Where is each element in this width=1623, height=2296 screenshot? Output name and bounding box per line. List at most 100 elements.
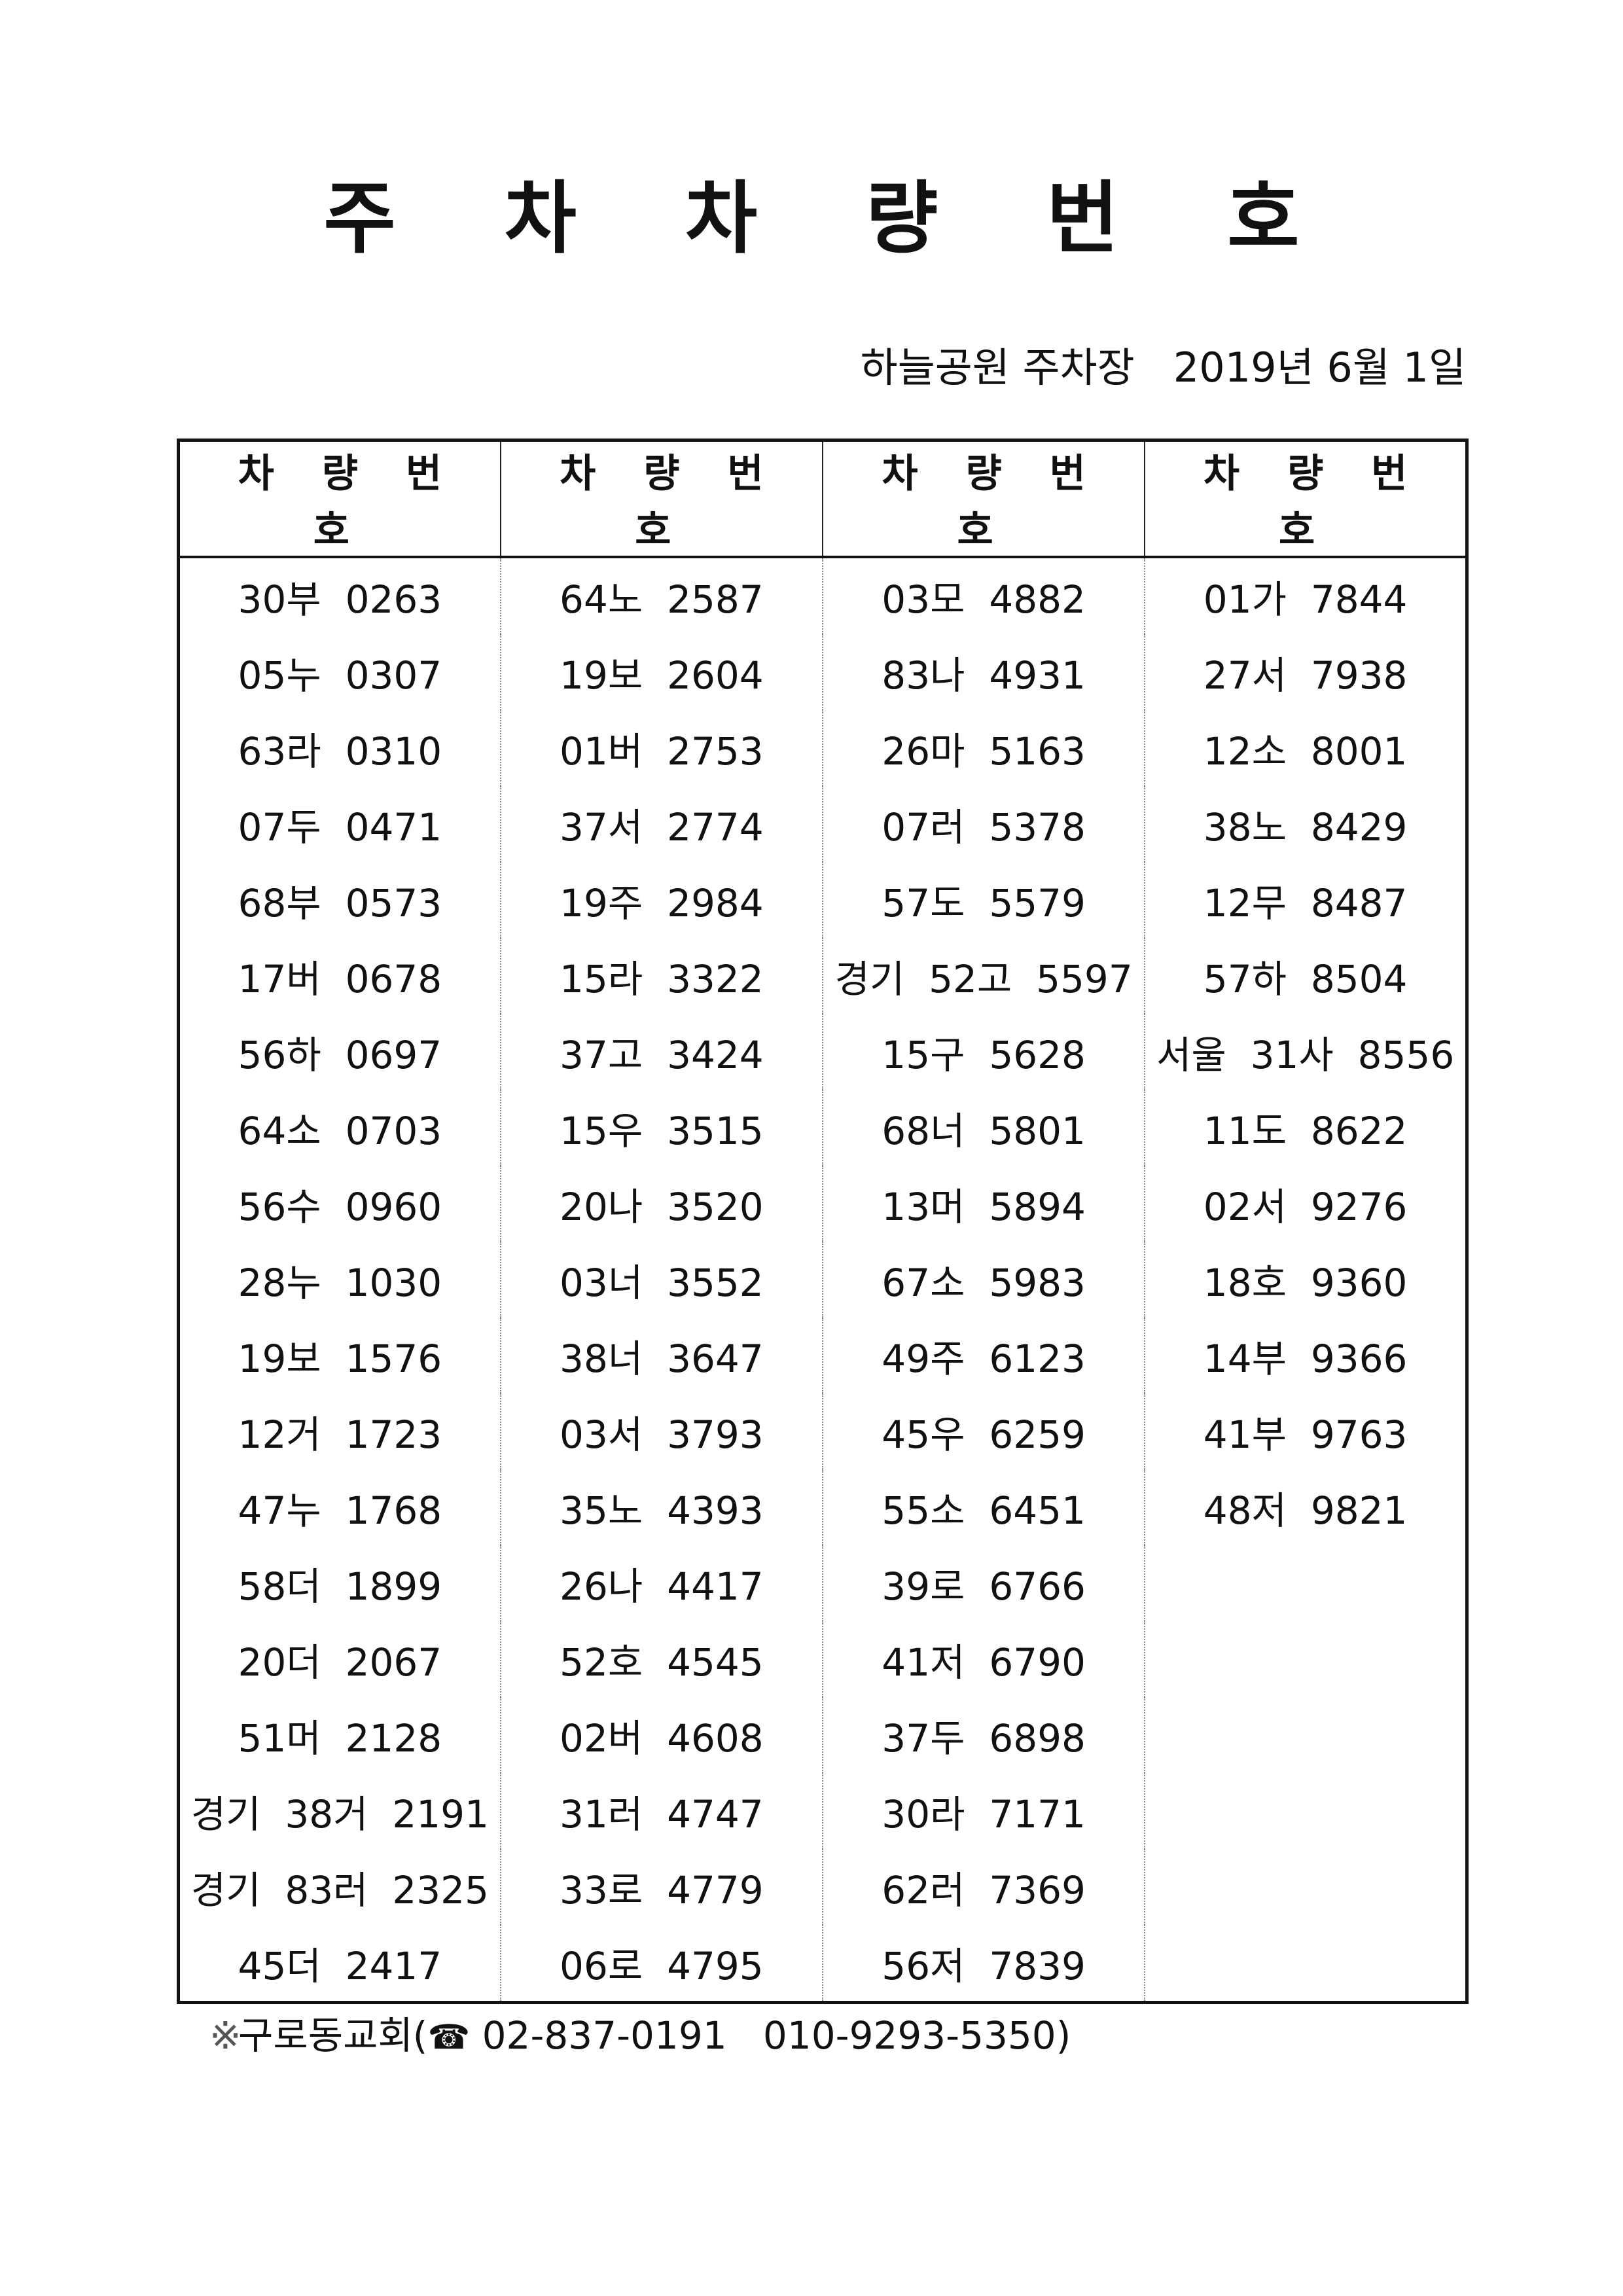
- plate-number-cell: 20더 2067: [178, 1621, 501, 1697]
- plate-number-cell: 68부 0573: [178, 862, 501, 938]
- plate-number-cell: 11도 8622: [1203, 1109, 1408, 1153]
- plate-number-cell: 경기 38거 2191: [178, 1773, 501, 1849]
- page-title: 주 차 차 량 번 호: [323, 173, 1340, 264]
- plate-number-cell: 26마 5163: [823, 710, 1146, 786]
- plate-number-cell: [1145, 1925, 1467, 2003]
- table-row: 19보 1576 38너 3647 49주 6123 14부 9366: [178, 1318, 1467, 1393]
- plate-number-cell: 07러 5378: [823, 786, 1146, 862]
- plate-number-cell: 28누 1030: [178, 1242, 501, 1318]
- plate-number-cell: 56하 0697: [178, 1014, 501, 1090]
- plate-number-cell: 64소 0703: [178, 1090, 501, 1166]
- plate-number-cell: 경기 52고 5597: [823, 938, 1146, 1014]
- telephone-icon: ☎: [427, 2018, 471, 2057]
- table-row: 47누 1768 35노 4393 55소 6451 48저 9821: [178, 1469, 1467, 1545]
- plate-number-cell: 19보 1576: [178, 1318, 501, 1393]
- plate-number-cell: 01가 7844: [1203, 577, 1408, 622]
- table-row: 58더 1899 26나 4417 39로 6766: [178, 1545, 1467, 1621]
- table-body: 30부 0263 64노 2587 03모 4882 01가 7844 05누 0307…: [178, 557, 1467, 2003]
- plate-number-cell: 56수 0960: [178, 1166, 501, 1242]
- plate-number-cell: 51머 2128: [178, 1697, 501, 1773]
- plate-number-cell: 03서 3793: [500, 1393, 824, 1469]
- plate-number-cell: 12무 8487: [1203, 881, 1408, 925]
- plate-number-cell: 13머 5894: [823, 1166, 1146, 1242]
- plate-number-cell: 18호 9360: [1203, 1261, 1408, 1305]
- plate-number-cell: 12거 1723: [178, 1393, 501, 1469]
- column-header: 차 량 번 호: [500, 440, 824, 558]
- plate-number-cell: 06로 4795: [500, 1925, 824, 2003]
- plate-number-cell: 38노 8429: [1203, 805, 1408, 850]
- plate-number-cell: 서울 31사 8556: [1156, 1033, 1455, 1077]
- table-row: 63라 0310 01버 2753 26마 5163 12소 8001: [178, 710, 1467, 786]
- plate-number-cell: 52호 4545: [500, 1621, 824, 1697]
- table-row: 경기 38거 2191 31러 4747 30라 7171: [178, 1773, 1467, 1849]
- plate-number-cell: 68너 5801: [823, 1090, 1146, 1166]
- table-row: 28누 1030 03너 3552 67소 5983 18호 9360: [178, 1242, 1467, 1318]
- plate-number-cell: 27서 7938: [1203, 653, 1408, 698]
- plate-number-cell: 12소 8001: [1203, 729, 1408, 774]
- plate-number-cell: 37고 3424: [500, 1014, 824, 1090]
- plate-number-cell: 15우 3515: [500, 1090, 824, 1166]
- plate-number-cell: 20나 3520: [500, 1166, 824, 1242]
- plate-number-cell: 56저 7839: [823, 1925, 1146, 2003]
- plate-number-cell: 14부 9366: [1203, 1336, 1408, 1381]
- plate-number-cell: [1145, 1697, 1467, 1773]
- plate-number-cell: 38너 3647: [500, 1318, 824, 1393]
- plate-number-cell: 41부 9763: [1203, 1412, 1408, 1457]
- contact-footer: ※구로동교회(☎ 02-837-0191 010-9293-5350): [209, 2003, 1071, 2070]
- mobile-number: 010-9293-5350): [726, 2013, 1071, 2058]
- plate-number-cell: 39로 6766: [823, 1545, 1146, 1621]
- plate-number-cell: 33로 4779: [500, 1849, 824, 1925]
- table-row: 56하 0697 37고 3424 15구 5628 서울 31사 8556: [178, 1014, 1467, 1090]
- table-row: 56수 0960 20나 3520 13머 5894 02서 9276: [178, 1166, 1467, 1242]
- plate-number-cell: [1145, 1621, 1467, 1697]
- plate-number-cell: 41저 6790: [823, 1621, 1146, 1697]
- plate-number-cell: 57하 8504: [1203, 957, 1408, 1001]
- plate-number-cell: [1145, 1773, 1467, 1849]
- table-row: 12거 1723 03서 3793 45우 6259 41부 9763: [178, 1393, 1467, 1469]
- church-name: 구로동교회(: [238, 2013, 428, 2058]
- reference-mark-icon: ※: [209, 2013, 241, 2058]
- column-header: 차 량 번 호: [1145, 440, 1467, 558]
- plate-number-cell: 47누 1768: [178, 1469, 501, 1545]
- plate-number-cell: 31러 4747: [500, 1773, 824, 1849]
- plate-number-cell: 02버 4608: [500, 1697, 824, 1773]
- table-row: 05누 0307 19보 2604 83나 4931 27서 7938: [178, 634, 1467, 710]
- plate-number-cell: 49주 6123: [823, 1318, 1146, 1393]
- plate-number-cell: 57도 5579: [823, 862, 1146, 938]
- plate-table: 차 량 번 호 차 량 번 호 차 량 번 호 차 량 번 호 30부 0263…: [177, 439, 1469, 2004]
- plate-number-cell: [1145, 1545, 1467, 1621]
- plate-number-cell: 경기 83러 2325: [178, 1849, 501, 1925]
- table-row: 68부 0573 19주 2984 57도 5579 12무 8487: [178, 862, 1467, 938]
- plate-number-cell: 01버 2753: [500, 710, 824, 786]
- table-row: 20더 2067 52호 4545 41저 6790: [178, 1621, 1467, 1697]
- plate-number-cell: 83나 4931: [823, 634, 1146, 710]
- plate-number-cell: 37서 2774: [500, 786, 824, 862]
- plate-number-cell: 07두 0471: [178, 786, 501, 862]
- column-header: 차 량 번 호: [823, 440, 1146, 558]
- plate-number-cell: 26나 4417: [500, 1545, 824, 1621]
- plate-number-cell: 55소 6451: [823, 1469, 1146, 1545]
- column-header: 차 량 번 호: [178, 440, 501, 558]
- plate-number-cell: 30라 7171: [823, 1773, 1146, 1849]
- phone-number: 02-837-0191: [470, 2013, 727, 2058]
- plate-number-cell: 19주 2984: [500, 862, 824, 938]
- plate-number-cell: 02서 9276: [1203, 1185, 1408, 1229]
- table-row: 45더 2417 06로 4795 56저 7839: [178, 1925, 1467, 2003]
- plate-number-cell: 05누 0307: [178, 634, 501, 710]
- table-row: 경기 83러 2325 33로 4779 62러 7369: [178, 1849, 1467, 1925]
- plate-number-cell: 63라 0310: [178, 710, 501, 786]
- location-date: 하늘공원 주차장 2019년 6월 1일: [860, 344, 1466, 391]
- plate-number-cell: 30부 0263: [178, 557, 501, 634]
- plate-number-cell: 03너 3552: [500, 1242, 824, 1318]
- table-row: 51머 2128 02버 4608 37두 6898: [178, 1697, 1467, 1773]
- table-row: 07두 0471 37서 2774 07러 5378 38노 8429: [178, 786, 1467, 862]
- plate-number-cell: 15구 5628: [823, 1014, 1146, 1090]
- plate-number-cell: 37두 6898: [823, 1697, 1146, 1773]
- plate-number-cell: 45우 6259: [823, 1393, 1146, 1469]
- plate-number-cell: 45더 2417: [178, 1925, 501, 2003]
- plate-number-cell: 64노 2587: [500, 557, 824, 634]
- table-row: 17버 0678 15라 3322 경기 52고 5597 57하 8504: [178, 938, 1467, 1014]
- plate-number-cell: 67소 5983: [823, 1242, 1146, 1318]
- plate-number-cell: 58더 1899: [178, 1545, 501, 1621]
- plate-number-cell: [1145, 1849, 1467, 1925]
